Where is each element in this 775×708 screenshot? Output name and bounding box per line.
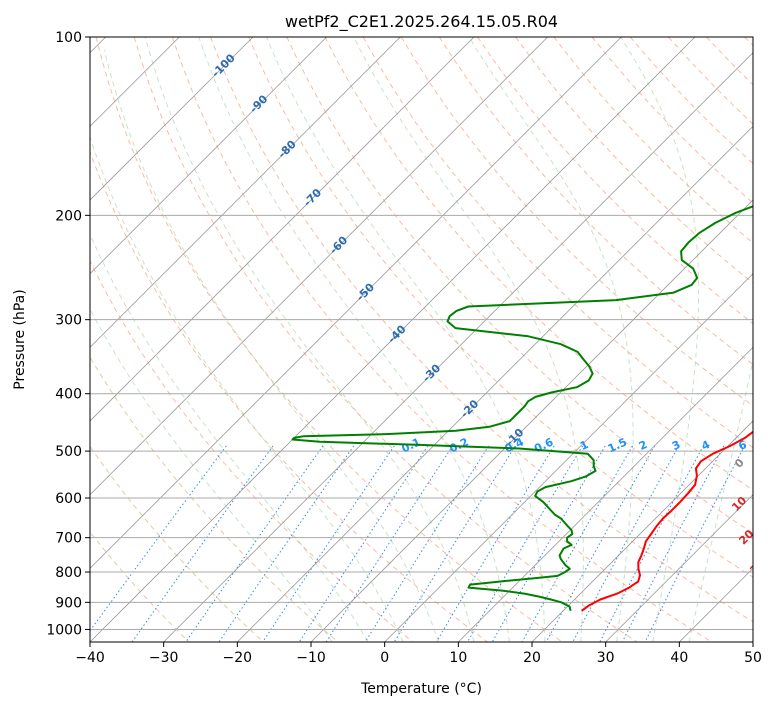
- mixing-ratio-line: [435, 445, 555, 642]
- mixing-ratio-line: [545, 445, 656, 642]
- plot-frame: [89, 36, 754, 643]
- x-axis-label: Temperature (°C): [360, 681, 482, 697]
- moist-adiabat: [144, 37, 475, 642]
- dry-adiabat: [210, 37, 753, 623]
- isotherm: [531, 420, 753, 642]
- dry-adiabat: [90, 150, 488, 642]
- dry-adiabat: [90, 445, 264, 642]
- isotherm: [90, 37, 622, 569]
- isotherm: [90, 37, 254, 201]
- y-tick-label: 800: [55, 565, 82, 581]
- mixing-ratio-line: [467, 445, 584, 642]
- isotherm: [90, 37, 475, 422]
- y-tick-label: 100: [55, 30, 82, 46]
- x-tick-label: 50: [744, 650, 762, 666]
- dry-adiabat: [324, 37, 753, 491]
- moist-adiabat: [103, 49, 439, 642]
- temperature-profile: [581, 430, 753, 612]
- isotherm: [310, 199, 753, 642]
- isotherm: [605, 494, 753, 642]
- x-tick-label: 10: [449, 650, 467, 666]
- moist-adiabat: [468, 37, 634, 642]
- x-axis: −40 −30 −20 −10 0 10 20 30 40 50: [75, 642, 762, 666]
- moist-adiabat: [90, 308, 333, 642]
- mixing-ratio-line: [90, 445, 227, 632]
- y-tick-label: 500: [55, 444, 82, 460]
- background-lines: [90, 37, 753, 642]
- y-axis: 100 200 300 400 500 600 700 800 900 1000: [46, 30, 90, 638]
- x-tick-label: 20: [523, 650, 541, 666]
- x-tick-label: −20: [223, 650, 253, 666]
- moist-adiabat: [90, 233, 369, 642]
- x-tick-label: −30: [149, 650, 179, 666]
- x-tick-label: 0: [380, 650, 389, 666]
- x-tick-label: −10: [296, 650, 326, 666]
- moist-adiabat-label: 30: [747, 557, 767, 577]
- moist-adiabat: [620, 37, 700, 642]
- dry-adiabat: [362, 37, 753, 449]
- mixing-ratio-line: [572, 445, 680, 642]
- y-tick-label: 700: [55, 531, 82, 547]
- mixing-ratio-line: [364, 445, 490, 642]
- y-tick-label: 1000: [46, 622, 82, 638]
- mixing-ratio-line: [393, 445, 516, 642]
- mixing-ratio-line: [491, 445, 606, 642]
- y-tick-label: 300: [55, 313, 82, 329]
- isotherm: [90, 37, 548, 496]
- mixing-ratio-line: [218, 445, 355, 642]
- isotherm: [163, 52, 753, 642]
- moist-adiabat: [90, 135, 404, 642]
- dry-adiabat: [400, 37, 753, 407]
- mixing-ratio-line: [644, 445, 746, 642]
- isotherm: [458, 346, 753, 642]
- mixing-ratio-line: [131, 445, 274, 642]
- x-tick-label: 30: [597, 650, 615, 666]
- dry-adiabat: [95, 37, 563, 642]
- mixing-ratio-line: [325, 445, 454, 642]
- y-tick-label: 400: [55, 387, 82, 403]
- dewpoint-profile: [291, 205, 753, 612]
- x-tick-label: 40: [670, 650, 688, 666]
- isotherm: [90, 37, 696, 642]
- dry-adiabat: [171, 37, 712, 642]
- profiles: [291, 205, 753, 612]
- mixing-ratio-line: [599, 445, 704, 642]
- isotherm: [90, 37, 327, 275]
- y-tick-label: 200: [55, 208, 82, 224]
- y-axis-label: Pressure (hPa): [12, 289, 28, 389]
- x-tick-label: −40: [75, 650, 105, 666]
- dry-adiabat: [133, 37, 638, 642]
- moist-adiabat: [266, 37, 546, 642]
- y-tick-label: 600: [55, 491, 82, 507]
- dry-adiabat: [248, 37, 753, 578]
- y-tick-label: 900: [55, 595, 82, 611]
- chart-title: wetPf2_C2E1.2025.264.15.05.R04: [285, 12, 558, 32]
- mixing-ratio-line: [262, 445, 395, 642]
- isotherm: [90, 37, 401, 348]
- isotherm: [384, 273, 753, 642]
